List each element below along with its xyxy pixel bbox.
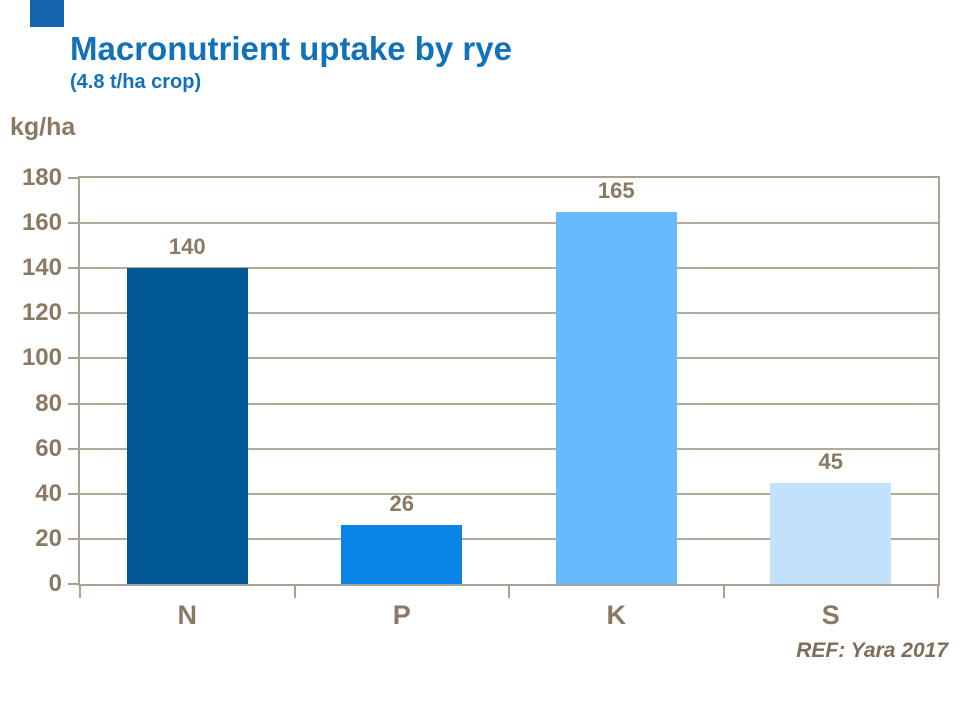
gridline [80, 267, 938, 270]
brand-corner-mark [30, 0, 64, 27]
y-tick-mark [68, 402, 78, 405]
bar-value-label: 140 [168, 234, 206, 260]
chart-subtitle: (4.8 t/ha crop) [70, 71, 202, 93]
gridline [80, 357, 938, 360]
reference-text: REF: Yara 2017 [796, 639, 948, 662]
y-tick-label: 140 [21, 254, 62, 282]
y-tick-label: 0 [48, 570, 62, 597]
gridline [80, 402, 938, 405]
bar-value-label: 45 [818, 448, 843, 474]
gridline [80, 447, 938, 450]
gridline [80, 537, 938, 540]
y-tick-mark [68, 583, 78, 585]
x-category-label: K [606, 600, 627, 630]
x-category-label: P [392, 600, 411, 630]
plot-area: 140 26 165 45 [78, 176, 940, 586]
y-tick-label: 40 [35, 479, 62, 507]
chart-title: Macronutrient uptake by rye [70, 30, 512, 67]
y-tick-label: 100 [21, 344, 62, 372]
x-category-label: N [177, 600, 198, 630]
y-axis-unit-label: kg/ha [10, 113, 76, 141]
y-tick-mark [68, 177, 78, 179]
bar [555, 211, 677, 584]
bar-value-label: 165 [597, 177, 635, 203]
x-tick-mark [79, 586, 81, 598]
bar-value-label: 26 [389, 491, 414, 517]
y-tick-label: 180 [21, 164, 62, 191]
y-tick-mark [68, 537, 78, 540]
bar [341, 525, 463, 584]
x-tick-mark [937, 586, 939, 598]
y-tick-label: 60 [35, 434, 62, 462]
gridline [80, 222, 938, 225]
bar [770, 482, 892, 584]
y-tick-label: 160 [21, 209, 62, 237]
x-tick-mark [508, 586, 510, 598]
gridline [80, 492, 938, 495]
x-category-label: S [821, 600, 840, 630]
y-tick-mark [68, 357, 78, 360]
y-tick-label: 120 [21, 299, 62, 327]
y-tick-label: 20 [35, 524, 62, 552]
y-tick-label: 80 [35, 389, 62, 417]
x-tick-mark [293, 586, 296, 598]
bar [126, 268, 248, 584]
x-tick-mark [722, 586, 725, 598]
gridline [80, 312, 938, 315]
y-tick-mark [68, 222, 78, 225]
y-tick-mark [68, 267, 78, 270]
y-tick-mark [68, 312, 78, 315]
y-tick-mark [68, 447, 78, 450]
y-tick-mark [68, 492, 78, 495]
